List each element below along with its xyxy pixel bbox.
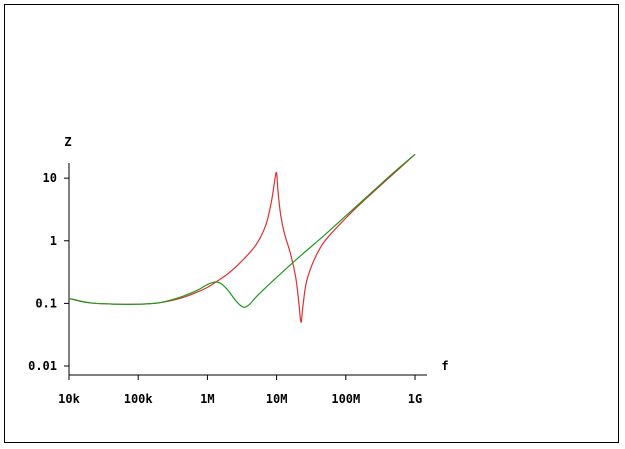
series-line-1 bbox=[68, 153, 416, 308]
y-tick-label-0: 0.01 bbox=[28, 359, 57, 373]
chart-frame: Z f 10k 100k 1M 10M 100M 1G 0.01 0.1 1 10 bbox=[4, 4, 619, 443]
x-tick-label-2: 1M bbox=[200, 392, 214, 406]
y-axis-label: Z bbox=[64, 135, 71, 149]
x-tick-label-3: 10M bbox=[266, 392, 288, 406]
impedance-chart: Z f 10k 100k 1M 10M 100M 1G 0.01 0.1 1 10 bbox=[28, 135, 449, 406]
y-tick-label-3: 10 bbox=[43, 171, 57, 185]
axes: Z f bbox=[64, 135, 449, 376]
x-axis-label: f bbox=[441, 359, 448, 373]
y-tick-label-1: 0.1 bbox=[35, 296, 57, 310]
x-tick-label-4: 100M bbox=[331, 392, 360, 406]
y-tick-label-2: 1 bbox=[50, 234, 57, 248]
series-line-0 bbox=[68, 153, 416, 323]
x-tick-label-0: 10k bbox=[58, 392, 80, 406]
ticks: 10k 100k 1M 10M 100M 1G 0.01 0.1 1 10 bbox=[28, 171, 422, 406]
x-tick-label-5: 1G bbox=[408, 392, 422, 406]
series-group bbox=[68, 153, 416, 323]
x-tick-label-1: 100k bbox=[124, 392, 154, 406]
